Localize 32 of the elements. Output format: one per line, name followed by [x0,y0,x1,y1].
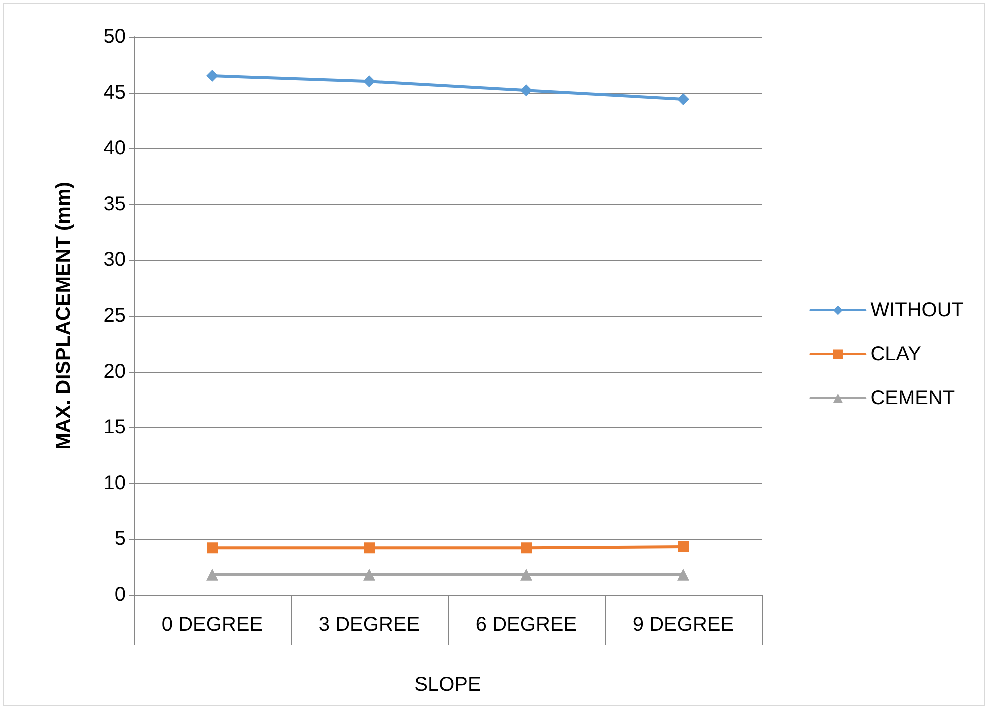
legend-label: CLAY [870,344,922,366]
point [206,70,218,82]
point [364,76,376,88]
y-tick-label: 35 [104,193,126,216]
y-tick-label: 50 [104,26,126,48]
point [520,84,532,97]
y-axis-title: MAX. DISPLACEMENT (mm) [53,182,75,450]
x-tick-label: 6 DEGREE [476,614,578,636]
y-tick-label: 15 [104,416,126,439]
point [207,542,218,554]
legend-label: WITHOUT [870,300,964,322]
x-axis-title: SLOPE [414,674,482,696]
x-tick-label: 3 DEGREE [318,614,420,636]
legend-label: CEMENT [870,388,956,410]
x-tick-label: 0 DEGREE [162,614,264,636]
point [678,93,690,106]
point [520,568,532,581]
y-tick-label: 0 [114,584,126,606]
y-tick-label: 45 [104,82,126,104]
y-tick-label: 10 [104,472,126,494]
point [364,568,376,581]
y-tick-label: 25 [104,305,126,327]
point [364,542,375,554]
y-tick-label: 40 [104,138,126,160]
point [678,568,690,581]
point [521,542,532,554]
y-tick-label: 30 [104,249,126,272]
y-tick-label: 5 [114,528,126,550]
point [206,568,218,581]
point [678,542,689,553]
y-tick-label: 20 [104,360,126,383]
x-tick-label: 9 DEGREE [632,614,734,636]
